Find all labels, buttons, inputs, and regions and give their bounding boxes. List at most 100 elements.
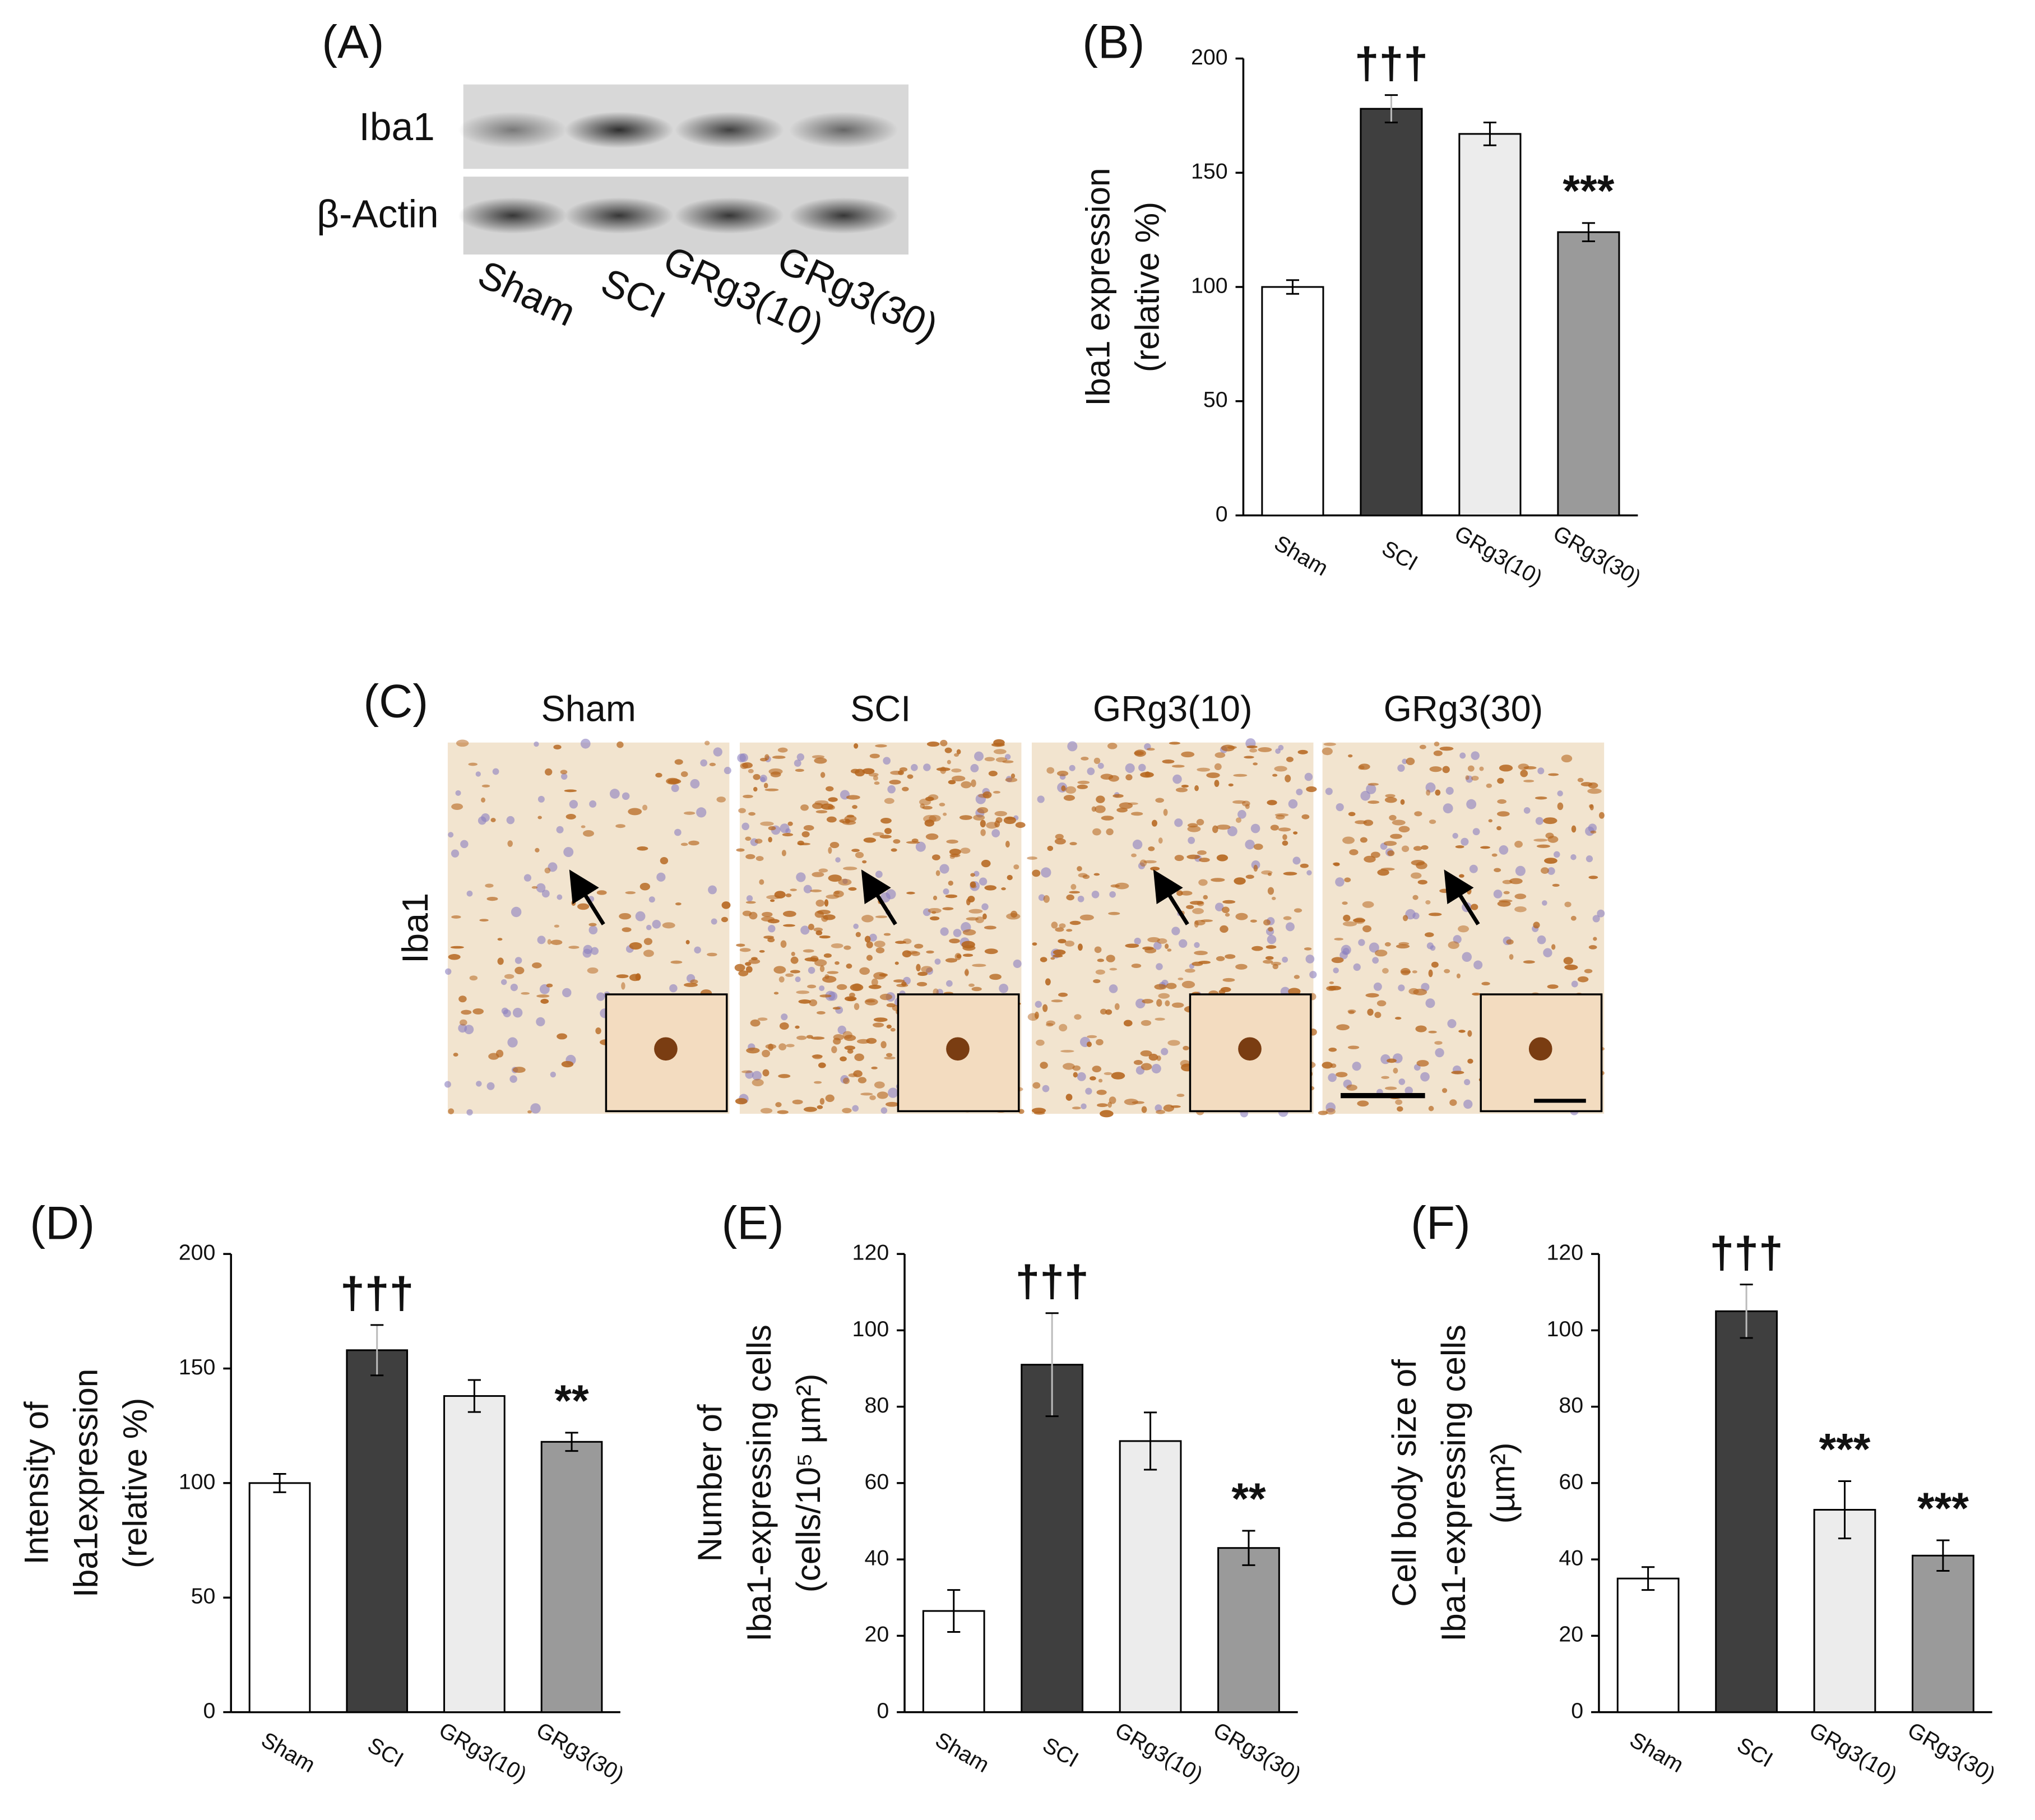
stain [1514,841,1523,848]
stain [1429,819,1436,825]
stain [978,793,990,798]
stain [468,762,478,766]
stain [857,1077,867,1083]
stain [670,960,683,964]
stain [532,962,542,969]
stain [886,1053,893,1057]
x-tick-label: Sham [931,1728,993,1778]
nucleus [514,957,522,964]
stain [1551,944,1556,950]
stain [448,954,461,960]
stain [745,854,755,859]
stain [1458,925,1470,933]
stain [622,927,632,932]
stain [848,1073,857,1077]
stain [846,964,852,969]
nucleus [1425,998,1435,1008]
stain [704,740,710,745]
stain [1032,1082,1041,1089]
stain [1171,1002,1184,1008]
stain [1082,874,1090,879]
nucleus [591,947,599,955]
stain [832,1007,841,1010]
nucleus [711,918,717,925]
nucleus [1570,854,1577,860]
stain [759,879,764,885]
y-axis-label: Iba1expression [67,1369,104,1597]
stain [960,848,971,854]
stain [1536,844,1550,848]
stain [828,874,842,882]
y-tick-label: 60 [864,1469,889,1494]
stain [761,916,775,922]
stain [746,1047,760,1054]
stain [972,964,986,967]
y-tick-label: 200 [179,1240,216,1265]
stain [1194,785,1199,791]
stain [875,744,887,748]
stain [1467,1058,1473,1064]
stain [785,973,794,977]
stain [1077,780,1090,784]
stain [1514,906,1527,913]
nucleus [1402,758,1408,765]
nucleus [1459,752,1466,759]
stain [550,939,563,945]
stain [948,881,953,886]
stain [862,768,875,775]
stain [742,910,752,916]
nucleus [556,826,564,833]
stain [1401,845,1410,853]
stain [1598,812,1605,819]
nucleus [946,980,953,987]
stain [916,981,928,987]
stain [1181,784,1189,788]
stain [866,955,873,961]
stain [1061,785,1066,791]
stain [1441,1088,1448,1093]
stain [906,841,920,844]
stain [1506,939,1514,945]
stain [1244,756,1254,759]
stain [1362,925,1371,933]
stain [683,983,698,987]
blot-band [564,197,674,234]
stain [629,942,642,950]
stain [1380,868,1395,871]
stain [945,894,958,899]
nucleus [1267,934,1277,944]
nucleus [700,759,707,767]
stain [814,800,829,805]
stain [1134,749,1146,757]
stain [674,759,683,765]
stain [1274,766,1287,772]
stain [815,810,828,814]
stain [527,1110,532,1114]
stain [1040,1062,1048,1069]
blot-band [789,112,898,149]
stain [1285,775,1291,782]
stain [849,993,855,998]
stain [1096,1039,1104,1045]
y-tick-label: 100 [179,1469,216,1494]
nucleus [1077,1072,1086,1081]
stain [1300,863,1309,868]
nucleus [1435,1048,1444,1058]
stain [884,798,894,804]
stain [1040,957,1047,962]
group-label: GRg3(30) [1384,688,1543,729]
stain [1253,762,1258,766]
error-bar [1045,1312,1059,1418]
stain [1214,780,1220,788]
nucleus [1420,1072,1430,1082]
stain [1413,846,1422,851]
stain [1590,830,1597,834]
nucleus [1336,803,1344,812]
nucleus [1469,864,1478,873]
stain [1301,814,1310,819]
nucleus [475,771,481,777]
stain [989,974,1002,980]
panel-label: (E) [722,1197,784,1249]
stain [1588,945,1597,950]
stain [553,744,562,750]
